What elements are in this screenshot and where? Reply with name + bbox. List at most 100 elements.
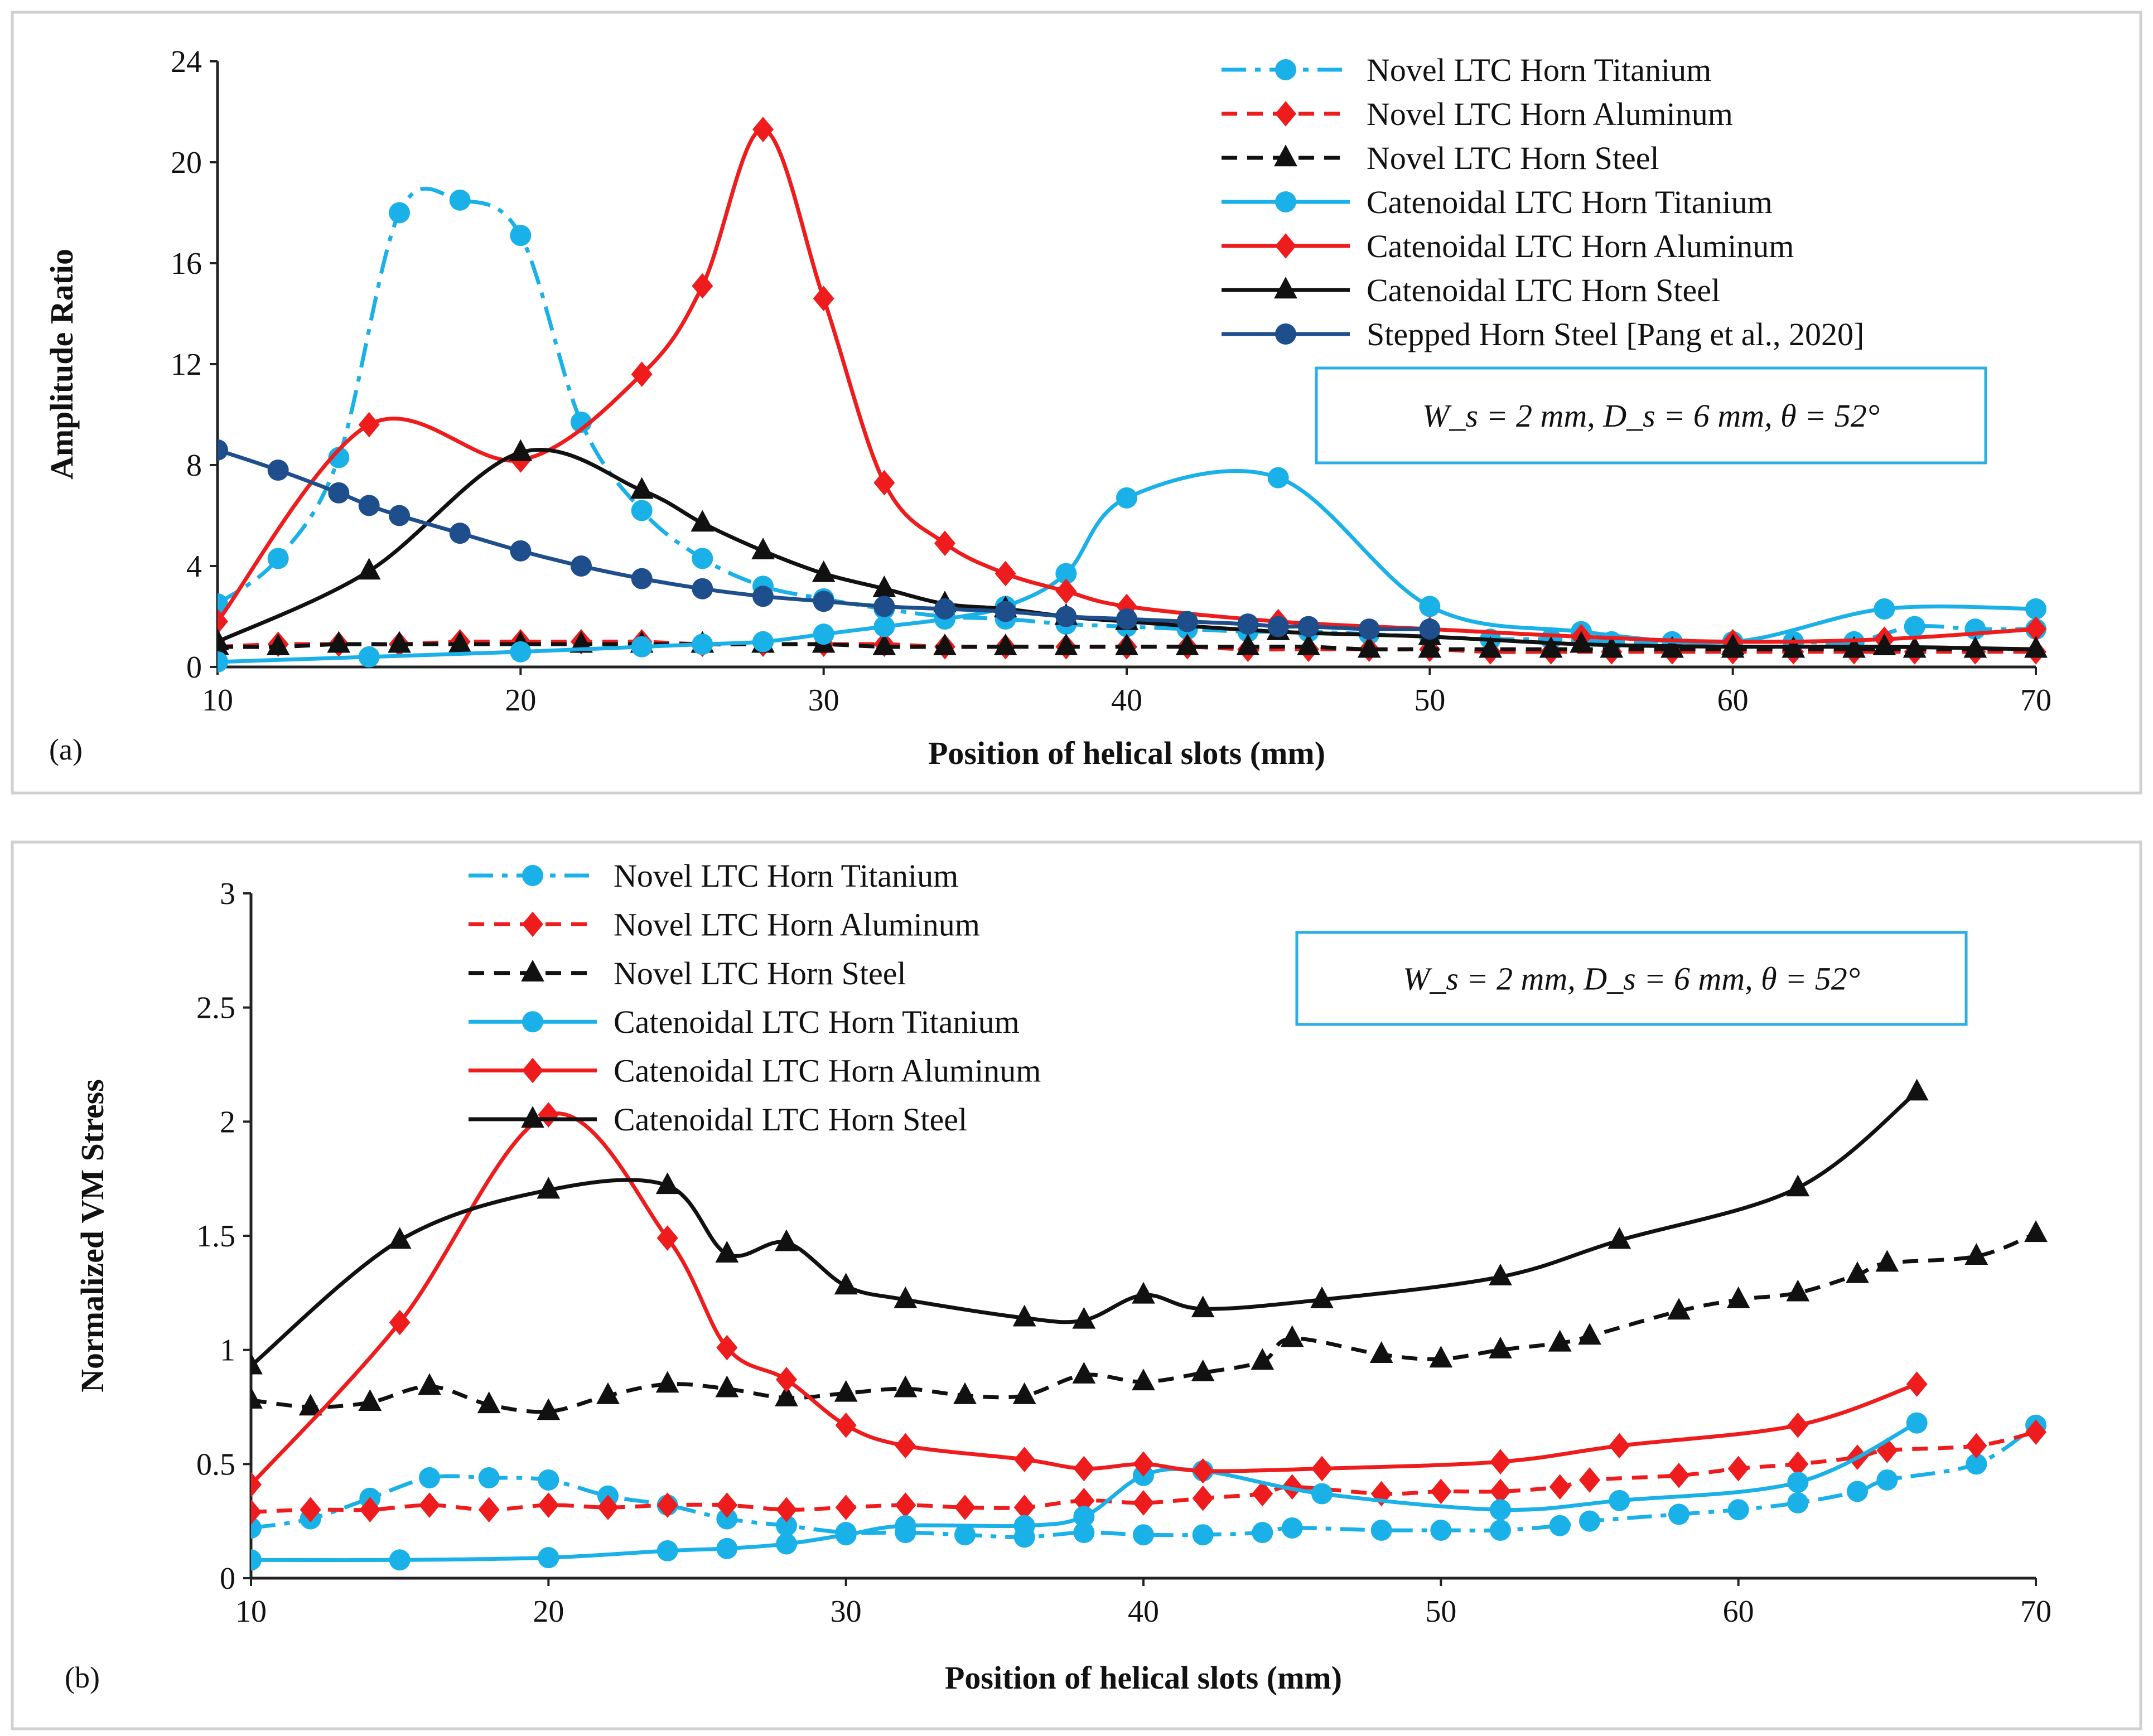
data-point [1191,1295,1215,1318]
data-point [478,1497,500,1522]
legend-label: Novel LTC Horn Aluminum [614,906,980,942]
data-point [510,641,532,663]
data-point [631,361,653,387]
data-point [358,412,380,438]
series-2 [251,1220,2048,1420]
data-point [776,1533,797,1555]
data-point [2025,616,2046,642]
data-point [389,505,410,526]
data-point [1578,1323,1601,1345]
data-point [358,495,380,516]
data-point [1489,1336,1512,1358]
data-point [1964,1243,1988,1265]
data-point [1073,1455,1095,1482]
x-tick-label: 50 [1425,1594,1456,1629]
x-tick-label: 20 [505,683,536,718]
data-point [813,623,834,645]
data-point [1133,1490,1154,1516]
data-point [953,1382,977,1404]
data-point [1012,1382,1036,1404]
data-point [218,651,228,673]
data-point [418,1373,441,1395]
data-point [715,1375,739,1397]
legend-marker [1275,233,1296,259]
data-point [1787,1492,1809,1513]
legend-label: Catenoidal LTC Horn Titanium [614,1004,1020,1040]
data-point [1727,1499,1749,1521]
data-point [1607,1227,1631,1249]
annotation-box [1315,366,1987,465]
data-point [1419,618,1441,640]
series-line [251,1090,1918,1367]
data-point [1966,1453,1987,1475]
x-tick-label: 70 [2020,1594,2051,1629]
data-point [1357,636,1381,658]
data-point [655,1172,679,1195]
data-point [716,1492,738,1518]
data-point [656,1540,678,1561]
legend-label: Catenoidal LTC Horn Aluminum [614,1053,1041,1089]
y-tick-label: 1.5 [196,1219,235,1254]
data-point [1874,598,1895,620]
data-point [419,1492,440,1518]
data-point [218,628,229,650]
data-point [934,598,955,620]
data-point [1176,611,1198,632]
panel-label: (b) [65,1661,100,1694]
data-point [478,1467,500,1488]
data-point [251,1549,262,1571]
data-point [1370,1520,1392,1541]
data-point [1192,1524,1214,1546]
data-point [872,575,896,597]
data-point [1430,1520,1452,1541]
data-point [1073,1522,1095,1544]
x-tick-label: 50 [1414,683,1445,718]
data-point [1236,634,1260,655]
data-point [1721,634,1745,655]
data-point [835,1524,857,1546]
data-point [1072,1307,1096,1329]
data-point [1787,1472,1809,1493]
data-point [1419,596,1441,617]
y-tick-label: 16 [171,246,202,281]
legend-marker [522,1011,543,1033]
data-point [510,225,532,246]
data-point [1073,1488,1095,1513]
data-point [1490,1499,1511,1521]
data-point [716,1334,738,1361]
data-point [1054,634,1078,655]
data-point [894,1286,918,1308]
data-point [895,1492,916,1518]
data-point [1175,634,1199,655]
y-tick-label: 2.5 [196,991,235,1026]
data-point [1133,1451,1154,1477]
data-point [327,631,351,653]
data-point [597,1495,619,1520]
data-point [752,631,774,652]
data-point [656,1492,678,1518]
data-point [2024,636,2048,658]
y-tick-label: 0.5 [196,1447,235,1482]
data-point [813,591,834,612]
y-tick-label: 4 [186,549,202,584]
data-point [1846,1261,1869,1283]
data-point [251,1472,262,1497]
data-point [631,568,653,589]
panel-label: (a) [49,733,83,766]
data-point [1906,1371,1928,1397]
legend-label: Catenoidal LTC Horn Steel [1367,272,1720,308]
data-point [692,273,713,299]
data-point [630,477,654,499]
data-point [358,1389,382,1411]
data-point [752,117,774,142]
data-point [1115,634,1138,655]
legend-marker [522,911,543,937]
y-tick-label: 8 [186,448,202,483]
legend-label: Novel LTC Horn Titanium [614,858,958,894]
data-point [1539,636,1563,658]
data-point [1369,1341,1393,1363]
data-point [895,1433,916,1459]
data-point [834,1380,858,1402]
data-point [1549,1515,1571,1536]
